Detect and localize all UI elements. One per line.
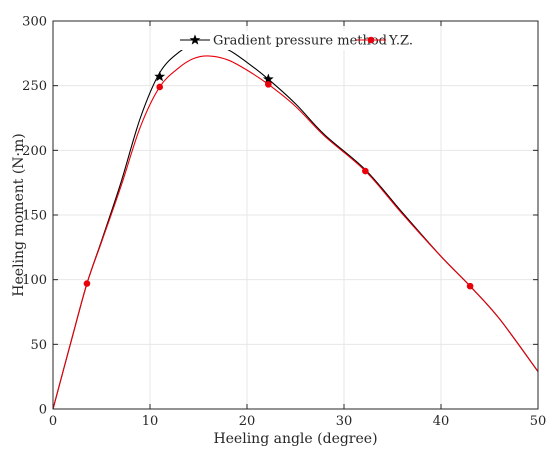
ticks: 0 10 20 30 40 50 0 50 100 150 200 250 300	[22, 15, 546, 430]
y-tick-label: 100	[22, 273, 47, 288]
x-tick-label: 10	[142, 414, 159, 429]
x-tick-label: 50	[530, 414, 547, 429]
legend: Gradient pressure method Y.Z.	[176, 31, 420, 50]
x-tick-label: 40	[433, 414, 450, 429]
data-point-gradient-pressure	[154, 70, 166, 82]
y-tick-label: 50	[30, 338, 47, 353]
x-axis-title: Heeling angle (degree)	[213, 431, 377, 447]
legend-label-yz: Y.Z.	[388, 34, 413, 49]
x-tick-label: 0	[49, 414, 57, 429]
series-line-yz	[52, 55, 539, 410]
data-point-yz	[466, 282, 474, 290]
legend-marker-yz	[367, 36, 375, 44]
data-point-yz	[83, 280, 91, 287]
legend-label-gradient-pressure: Gradient pressure method	[213, 34, 387, 49]
y-tick-label: 250	[22, 79, 47, 94]
y-tick-label: 300	[22, 15, 47, 30]
y-tick-label: 150	[22, 209, 47, 224]
legend-marker-gradient-pressure	[189, 34, 201, 45]
y-axis-title: Heeling moment (N·m)	[11, 133, 27, 296]
y-tick-label: 200	[22, 144, 47, 159]
series-yz	[52, 55, 539, 410]
legend-entries: Gradient pressure method Y.Z.	[180, 34, 413, 49]
data-point-yz	[156, 83, 163, 91]
x-tick-label: 30	[336, 414, 353, 429]
legend-box	[176, 31, 420, 50]
x-tick-label: 20	[239, 414, 256, 429]
data-point-yz	[265, 81, 272, 88]
data-point-yz	[362, 167, 369, 175]
y-tick-label: 0	[39, 403, 47, 418]
